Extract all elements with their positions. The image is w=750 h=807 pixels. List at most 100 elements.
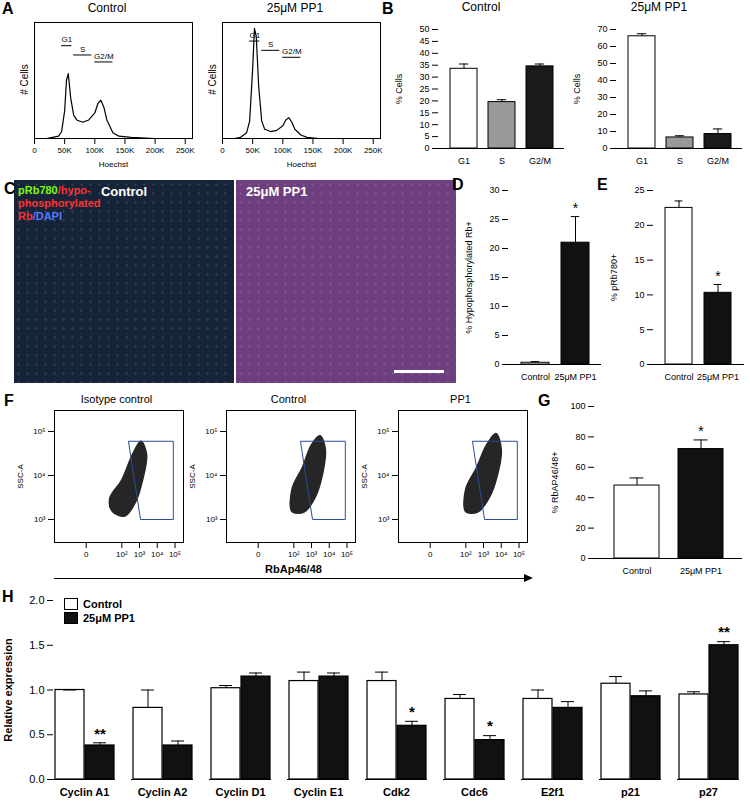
svg-text:0: 0 <box>220 146 225 155</box>
svg-text:Control: Control <box>622 566 651 576</box>
svg-text:S: S <box>677 156 683 166</box>
svg-text:10⁵: 10⁵ <box>169 550 181 559</box>
svg-text:% Cells: % Cells <box>394 73 404 104</box>
svg-text:*: * <box>715 268 721 284</box>
svg-text:10³: 10³ <box>134 550 146 559</box>
svg-text:40: 40 <box>419 48 429 58</box>
svg-text:p21: p21 <box>621 786 640 798</box>
svg-text:30: 30 <box>489 185 499 195</box>
svg-text:80: 80 <box>575 432 585 442</box>
svg-text:0: 0 <box>428 550 433 559</box>
svg-text:10⁴: 10⁴ <box>151 550 164 559</box>
svg-text:S: S <box>499 156 505 166</box>
svg-text:Control: Control <box>521 372 550 382</box>
svg-text:25μM PP1: 25μM PP1 <box>680 566 722 576</box>
svg-text:*: * <box>573 200 579 216</box>
svg-text:10³: 10³ <box>306 550 318 559</box>
svg-text:20: 20 <box>419 96 429 106</box>
svg-text:0: 0 <box>602 143 607 153</box>
svg-text:SSC-A: SSC-A <box>360 464 369 489</box>
svg-text:250K: 250K <box>364 146 383 155</box>
svg-text:30: 30 <box>597 92 607 102</box>
svg-text:100K: 100K <box>273 146 292 155</box>
svg-text:100: 100 <box>570 401 585 411</box>
svg-text:S: S <box>268 40 273 49</box>
svg-text:S: S <box>80 45 85 54</box>
svg-text:10²: 10² <box>116 550 128 559</box>
svg-text:G2/M: G2/M <box>282 47 302 56</box>
svg-text:**: ** <box>718 623 730 640</box>
svg-text:*: * <box>487 717 493 734</box>
svg-text:10: 10 <box>597 126 607 136</box>
svg-text:Hoechst: Hoechst <box>99 160 129 169</box>
svg-text:1.0: 1.0 <box>29 684 44 696</box>
svg-text:10: 10 <box>634 290 644 300</box>
svg-text:40: 40 <box>597 75 607 85</box>
svg-text:30: 30 <box>419 72 429 82</box>
svg-text:20: 20 <box>634 220 644 230</box>
svg-text:Relative expression: Relative expression <box>2 638 14 742</box>
svg-text:SSC-A: SSC-A <box>16 464 25 489</box>
svg-text:60: 60 <box>597 41 607 51</box>
svg-text:G1: G1 <box>249 31 260 40</box>
svg-text:25μM PP1: 25μM PP1 <box>554 372 596 382</box>
svg-text:Hoechst: Hoechst <box>287 160 317 169</box>
svg-text:40: 40 <box>575 493 585 503</box>
svg-text:Cdk2: Cdk2 <box>383 786 410 798</box>
svg-text:Control: Control <box>664 372 693 382</box>
svg-text:100K: 100K <box>85 146 104 155</box>
svg-text:% pRb780+: % pRb780+ <box>609 254 619 301</box>
svg-text:15: 15 <box>634 255 644 265</box>
svg-text:10²: 10² <box>288 550 300 559</box>
svg-text:10⁴: 10⁴ <box>495 550 508 559</box>
svg-text:10³: 10³ <box>34 515 46 524</box>
svg-text:10⁴: 10⁴ <box>205 471 218 480</box>
svg-text:150K: 150K <box>304 146 323 155</box>
svg-text:Cyclin A1: Cyclin A1 <box>60 786 110 798</box>
svg-text:Cyclin A2: Cyclin A2 <box>138 786 188 798</box>
svg-text:15: 15 <box>489 272 499 282</box>
svg-text:5: 5 <box>424 131 429 141</box>
svg-text:10: 10 <box>489 301 499 311</box>
svg-text:25: 25 <box>634 185 644 195</box>
svg-text:% Cells: % Cells <box>572 73 582 104</box>
svg-text:0: 0 <box>424 143 429 153</box>
svg-text:Cdc6: Cdc6 <box>461 786 488 798</box>
svg-text:p27: p27 <box>699 786 718 798</box>
svg-text:G1: G1 <box>61 35 72 44</box>
svg-text:Cyclin E1: Cyclin E1 <box>294 786 344 798</box>
svg-text:25μM PP1: 25μM PP1 <box>697 372 739 382</box>
svg-text:Cyclin D1: Cyclin D1 <box>215 786 265 798</box>
svg-text:10⁵: 10⁵ <box>513 550 525 559</box>
svg-text:0: 0 <box>256 550 261 559</box>
svg-text:5: 5 <box>494 330 499 340</box>
svg-text:35: 35 <box>419 60 429 70</box>
svg-text:10⁵: 10⁵ <box>341 550 353 559</box>
svg-text:G2/M: G2/M <box>529 156 551 166</box>
svg-text:10³: 10³ <box>378 515 390 524</box>
svg-text:45: 45 <box>419 36 429 46</box>
svg-text:10: 10 <box>419 120 429 130</box>
svg-text:50: 50 <box>419 24 429 34</box>
svg-text:10⁴: 10⁴ <box>33 471 46 480</box>
svg-text:0.0: 0.0 <box>29 773 44 785</box>
svg-text:10⁵: 10⁵ <box>33 427 45 436</box>
svg-text:G1: G1 <box>458 156 470 166</box>
svg-text:25: 25 <box>419 84 429 94</box>
svg-text:% Hypophosphorylated Rb+: % Hypophosphorylated Rb+ <box>464 221 474 333</box>
svg-text:G2/M: G2/M <box>94 52 114 61</box>
svg-text:E2f1: E2f1 <box>541 786 564 798</box>
svg-text:10⁴: 10⁴ <box>323 550 336 559</box>
svg-text:0: 0 <box>639 359 644 369</box>
svg-text:0: 0 <box>580 553 585 563</box>
svg-text:0: 0 <box>32 146 37 155</box>
svg-text:50K: 50K <box>246 146 261 155</box>
svg-text:*: * <box>409 703 415 720</box>
svg-text:10⁴: 10⁴ <box>377 471 390 480</box>
svg-text:20: 20 <box>575 523 585 533</box>
svg-text:0.5: 0.5 <box>29 728 44 740</box>
svg-text:25: 25 <box>489 214 499 224</box>
svg-text:% RbAP46/48+: % RbAP46/48+ <box>550 452 560 514</box>
svg-text:50K: 50K <box>58 146 73 155</box>
svg-text:10³: 10³ <box>206 515 218 524</box>
